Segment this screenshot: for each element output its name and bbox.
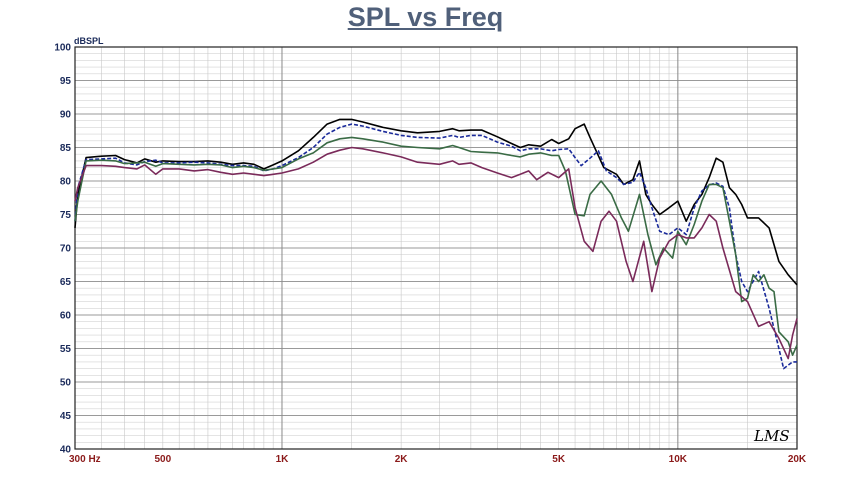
y-tick-label: 80 [60, 177, 72, 188]
series-group [74, 118, 798, 370]
chart-title: SPL vs Freq [347, 2, 504, 32]
y-tick-label: 70 [60, 244, 72, 255]
y-axis-label: dBSPL [74, 36, 104, 46]
x-tick-label: 20K [788, 454, 807, 465]
x-tick-label: 500 [154, 454, 171, 465]
x-tick-label: 300 Hz [69, 454, 101, 465]
lms-logo: LMS [753, 427, 790, 445]
x-tick-label: 5K [552, 454, 566, 465]
y-tick-labels: 40 45 50 55 60 65 70 75 80 85 90 95 100 [54, 43, 71, 456]
y-tick-label: 85 [60, 143, 72, 154]
x-tick-label: 10K [669, 454, 688, 465]
plot-frame [74, 46, 798, 450]
x-tick-label: 1K [276, 454, 290, 465]
y-tick-label: 60 [60, 311, 72, 322]
series-line-3 [74, 136, 798, 356]
series-line-1 [74, 118, 798, 286]
y-tick-label: 90 [60, 110, 72, 121]
y-tick-label: 100 [54, 43, 71, 54]
y-tick-label: 65 [60, 277, 72, 288]
y-tick-label: 55 [60, 344, 72, 355]
y-tick-label: 40 [60, 445, 72, 456]
x-tick-labels: 300 Hz 500 1K 2K 5K 10K 20K [69, 454, 807, 465]
y-tick-label: 75 [60, 210, 72, 221]
y-tick-label: 95 [60, 76, 72, 87]
series-line-4 [74, 146, 798, 360]
major-grid [75, 47, 797, 449]
y-tick-label: 45 [60, 411, 72, 422]
y-tick-label: 50 [60, 378, 72, 389]
x-tick-label: 2K [395, 454, 409, 465]
